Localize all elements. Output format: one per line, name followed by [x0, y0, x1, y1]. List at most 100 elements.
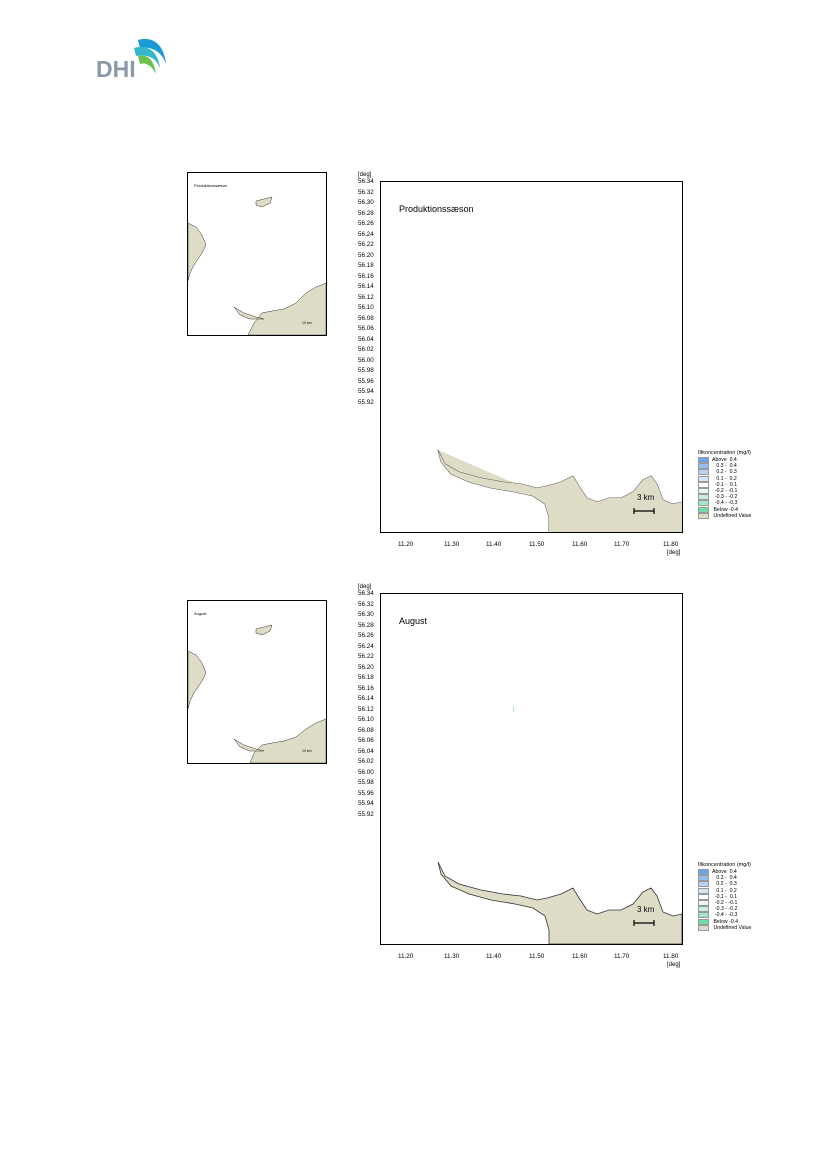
legend-swatch: [698, 475, 709, 482]
map-panel-august: August 10 km [deg] 56.34 56.32 56.30 56.…: [0, 580, 827, 990]
legend-label: -0.3 - -0.2: [712, 906, 738, 913]
legend: Iltkoncentration (mg/l) Above 0.4 0.3 - …: [698, 862, 778, 931]
y-tick-label: 56.06: [358, 325, 374, 332]
legend-swatch: [698, 500, 709, 507]
y-tick-label: 56.04: [358, 335, 374, 343]
legend-label: -0.4 - -0.3: [712, 912, 738, 919]
legend-label: Undefined Value: [712, 512, 752, 519]
y-tick-label: 55.94: [358, 388, 374, 395]
y-tick-label: 55.94: [358, 800, 374, 807]
legend-item: 0.2 - 0.3: [698, 881, 778, 888]
y-tick-label: 56.22: [358, 241, 374, 248]
legend-swatch: [698, 875, 709, 882]
map-title: August: [399, 616, 428, 626]
legend-item: -0.1 - 0.1: [698, 893, 778, 900]
coastline: [437, 449, 682, 532]
coastline: [437, 861, 682, 944]
overview-map: August 10 km: [187, 600, 327, 764]
legend-item: Above 0.4: [698, 457, 778, 464]
logo-text: DHI: [96, 56, 136, 82]
legend-item: -0.4 - -0.3: [698, 912, 778, 919]
x-axis-unit: [deg]: [667, 550, 681, 556]
legend-item: -0.4 - -0.3: [698, 500, 778, 507]
y-tick-label: 55.92: [358, 810, 374, 818]
legend-label: -0.1 - 0.1: [712, 893, 738, 900]
legend-swatch: [698, 881, 709, 888]
legend-item: 0.3 - 0.4: [698, 463, 778, 470]
overview-coastline: [188, 624, 326, 763]
legend-swatch: [698, 918, 709, 925]
map-frame: Produktionssæson: [380, 181, 683, 533]
y-tick-label: 55.96: [358, 789, 374, 797]
legend-label: -0.2 - -0.1: [712, 900, 738, 907]
legend-label: 0.1 - 0.2: [712, 887, 737, 894]
y-tick-label: 55.98: [358, 367, 374, 374]
legend-swatch: [698, 900, 709, 907]
legend-swatch: [698, 488, 709, 495]
y-tick-label: 56.24: [358, 642, 374, 650]
x-tick-label: 11.20: [398, 953, 414, 960]
y-tick-label: 55.92: [358, 398, 374, 406]
legend-label: 0.3 - 0.4: [712, 875, 737, 882]
x-tick-label: 11.40: [486, 953, 502, 960]
legend-title: Iltkoncentration (mg/l): [698, 450, 751, 456]
x-tick-label: 11.30: [444, 541, 460, 548]
legend-swatch: [698, 893, 709, 900]
y-tick-label: 56.12: [358, 705, 374, 713]
y-tick-label: 55.96: [358, 377, 374, 385]
y-tick-label: 56.32: [358, 188, 374, 196]
y-axis-unit: [deg]: [358, 584, 372, 590]
y-tick-label: 56.02: [358, 346, 374, 353]
main-map: [deg] 56.34 56.32 56.30 56.28 56.26 56.2…: [356, 580, 766, 990]
legend-item: 0.1 - 0.2: [698, 475, 778, 482]
scale-bar-label: 3 km: [637, 905, 655, 914]
dhi-wave-icon: [134, 38, 166, 74]
legend-item: -0.2 - -0.1: [698, 488, 778, 495]
legend-item: Undefined Value: [698, 924, 778, 931]
y-tick-label: 56.14: [358, 283, 374, 290]
map-frame: August: [380, 593, 683, 945]
legend-item: Below -0.4: [698, 506, 778, 513]
y-tick-label: 56.10: [358, 716, 374, 723]
y-tick-label: 56.18: [358, 262, 374, 269]
y-axis-unit: [deg]: [358, 172, 372, 178]
overview-map-title: Produktionssæson: [194, 183, 228, 188]
x-tick-label: 11.50: [529, 541, 545, 548]
legend-swatch: [698, 912, 709, 919]
x-tick-label: 11.60: [572, 953, 588, 960]
legend-swatch: [698, 481, 709, 488]
y-tick-label: 56.34: [358, 590, 374, 597]
legend-item: 0.2 - 0.3: [698, 469, 778, 476]
x-axis-unit: [deg]: [667, 962, 681, 968]
legend-swatch: [698, 494, 709, 501]
y-tick-label: 56.24: [358, 230, 374, 238]
concentration-spot: [513, 706, 514, 712]
legend-item: Below -0.4: [698, 918, 778, 925]
legend-item: 0.1 - 0.2: [698, 887, 778, 894]
legend-swatch: [698, 906, 709, 913]
legend: Iltkoncentration (mg/l) Above 0.4 0.3 - …: [698, 450, 778, 519]
legend-swatch: [698, 457, 709, 464]
x-tick-label: 11.50: [529, 953, 545, 960]
overview-scale-label: 10 km: [302, 749, 312, 753]
y-tick-label: 55.98: [358, 779, 374, 786]
legend-label: Below -0.4: [712, 506, 738, 513]
scale-bar: [633, 508, 655, 514]
x-tick-label: 11.70: [614, 953, 630, 960]
x-tick-label: 11.80: [663, 953, 679, 960]
y-tick-label: 56.02: [358, 758, 374, 765]
y-tick-label: 56.06: [358, 737, 374, 744]
legend-item: -0.2 - -0.1: [698, 900, 778, 907]
legend-label: Above 0.4: [712, 869, 737, 876]
legend-item: Undefined Value: [698, 512, 778, 519]
overview-scale-label: 10 km: [302, 321, 312, 325]
legend-item: -0.3 - -0.2: [698, 906, 778, 913]
y-tick-label: 56.10: [358, 304, 374, 311]
x-tick-label: 11.30: [444, 953, 460, 960]
y-tick-label: 56.20: [358, 251, 374, 259]
y-tick-label: 56.08: [358, 726, 374, 734]
y-tick-label: 56.18: [358, 674, 374, 681]
x-tick-label: 11.70: [614, 541, 630, 548]
x-tick-label: 11.20: [398, 541, 414, 548]
y-tick-label: 56.14: [358, 695, 374, 702]
